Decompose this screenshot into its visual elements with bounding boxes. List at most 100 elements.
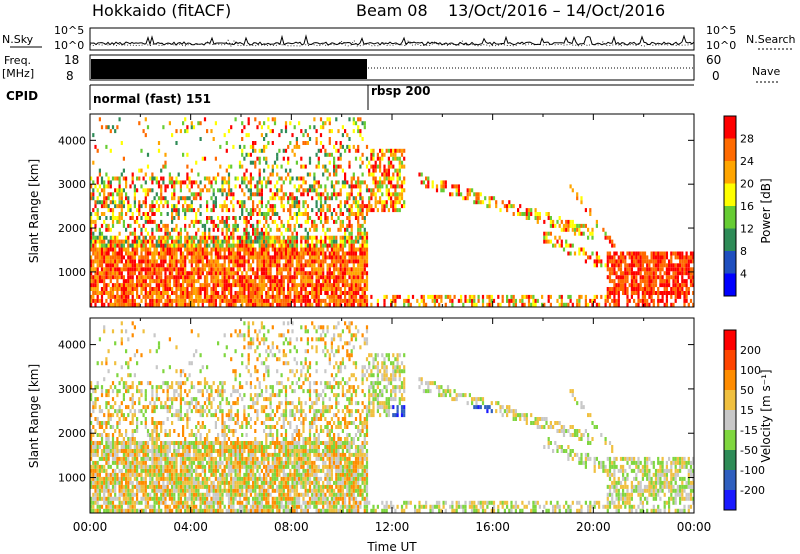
echo-cell	[142, 476, 145, 481]
echo-cell	[111, 437, 115, 441]
echo-cell	[344, 291, 347, 295]
echo-cell	[107, 488, 110, 493]
echo-cell	[392, 176, 395, 181]
echo-cell	[254, 294, 257, 299]
echo-cell	[273, 263, 277, 268]
echo-cell	[149, 279, 152, 284]
echo-cell	[221, 271, 224, 276]
echo-cell	[280, 243, 283, 248]
echo-cell	[619, 283, 623, 288]
echo-cell	[350, 204, 353, 209]
echo-cell	[100, 231, 104, 236]
echo-cell	[365, 188, 369, 193]
echo-cell	[118, 389, 121, 394]
echo-cell	[227, 180, 231, 185]
echo-cell	[223, 255, 226, 260]
echo-cell	[317, 267, 320, 272]
echo-cell	[116, 480, 119, 485]
echo-cell	[192, 208, 196, 213]
echo-cell	[225, 243, 228, 248]
echo-cell	[116, 125, 119, 130]
echo-cell	[298, 184, 301, 189]
echo-cell	[322, 204, 325, 209]
echo-cell	[125, 251, 128, 256]
echo-cell	[457, 298, 460, 303]
echo-cell	[92, 219, 95, 224]
echo-cell	[348, 291, 351, 295]
echo-cell	[300, 279, 303, 284]
echo-cell	[481, 302, 485, 307]
echo-cell	[617, 287, 620, 291]
echo-cell	[177, 247, 180, 252]
echo-cell	[103, 247, 106, 252]
echo-cell	[90, 441, 93, 445]
echo-cell	[361, 271, 364, 276]
echo-cell	[335, 117, 338, 122]
echo-cell	[681, 255, 684, 260]
echo-cell	[359, 208, 362, 213]
echo-cell	[293, 267, 296, 272]
echo-cell	[197, 287, 200, 291]
echo-cell	[90, 437, 93, 441]
echo-cell	[243, 243, 246, 248]
echo-cell	[344, 279, 347, 284]
echo-cell	[140, 393, 143, 398]
echo-cell	[230, 255, 233, 260]
echo-cell	[111, 247, 115, 252]
echo-cell	[96, 200, 99, 205]
echo-cell	[346, 192, 349, 197]
echo-cell	[190, 263, 193, 268]
echo-cell	[370, 156, 373, 161]
echo-cell	[206, 239, 209, 244]
echo-cell	[111, 125, 115, 130]
echo-cell	[659, 298, 662, 303]
echo-cell	[654, 259, 658, 264]
echo-cell	[359, 133, 362, 138]
echo-cell	[339, 239, 342, 244]
echo-cell	[269, 180, 272, 185]
echo-cell	[225, 168, 228, 173]
echo-cell	[136, 449, 139, 453]
echo-cell	[103, 413, 106, 418]
echo-cell	[311, 255, 314, 260]
echo-cell	[236, 275, 239, 280]
echo-cell	[94, 227, 97, 232]
echo-cell	[109, 271, 112, 276]
echo-cell	[637, 294, 640, 299]
echo-cell	[571, 223, 574, 228]
echo-cell	[230, 231, 233, 236]
echo-cell	[291, 287, 294, 291]
echo-cell	[260, 231, 263, 236]
echo-cell	[273, 212, 277, 216]
echo-cell	[118, 184, 121, 189]
echo-cell	[330, 216, 333, 220]
echo-cell	[136, 488, 139, 493]
echo-cell	[133, 413, 136, 418]
echo-cell	[624, 255, 627, 260]
echo-cell	[199, 255, 202, 260]
echo-cell	[335, 259, 338, 264]
echo-cell	[284, 267, 288, 272]
echo-cell	[208, 298, 211, 303]
echo-cell	[258, 298, 261, 303]
echo-cell	[460, 192, 463, 197]
echo-cell	[118, 496, 121, 501]
echo-cell	[403, 200, 406, 205]
echo-cell	[383, 298, 386, 303]
echo-cell	[365, 271, 369, 276]
echo-cell	[298, 259, 301, 264]
echo-cell	[357, 117, 360, 122]
echo-cell	[195, 291, 198, 295]
echo-cell	[120, 271, 123, 276]
echo-cell	[595, 251, 598, 256]
echo-cell	[120, 409, 123, 414]
echo-cell	[295, 298, 298, 303]
echo-cell	[92, 389, 95, 394]
echo-cell	[328, 129, 331, 134]
echo-cell	[103, 449, 106, 453]
echo-cell	[114, 129, 117, 134]
echo-cell	[109, 441, 112, 445]
echo-cell	[212, 137, 215, 141]
echo-cell	[195, 279, 198, 284]
